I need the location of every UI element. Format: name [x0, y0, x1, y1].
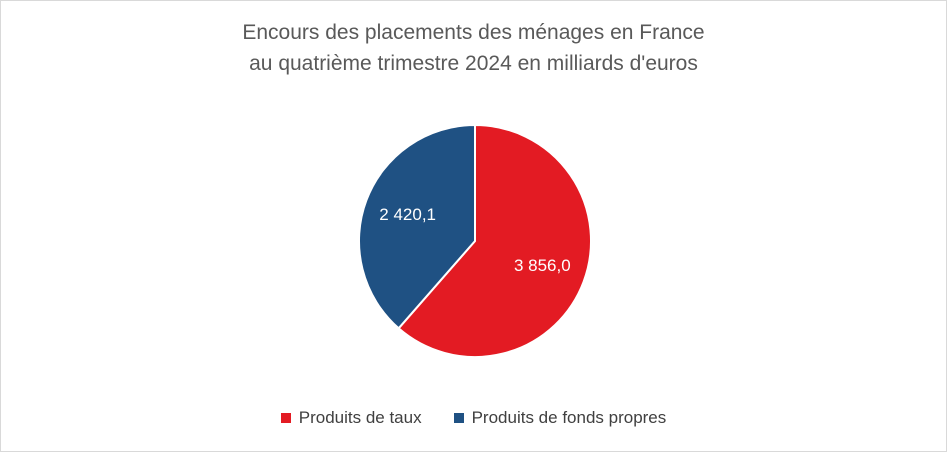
pie-slice-produits-de-fonds-propres [358, 123, 476, 330]
legend-label-produits-de-fonds-propres: Produits de fonds propres [471, 408, 667, 427]
data-label-produits-de-taux: 3 856,0 [514, 256, 571, 275]
legend-label-produits-de-taux: Produits de taux [298, 408, 422, 427]
legend-swatch-produits-de-fonds-propres [453, 413, 464, 423]
data-label-produits-de-fonds-propres: 2 420,1 [379, 205, 436, 224]
chart-title-line-1: Encours des placements des ménages en Fr… [242, 21, 705, 44]
legend: Produits de taux Produits de fonds propr… [1, 408, 946, 428]
legend-item-produits-de-fonds-propres: Produits de fonds propres [453, 408, 667, 428]
chart-title-line-2: au quatrième trimestre 2024 en milliards… [249, 52, 698, 75]
pie-slice-produits-de-taux [397, 123, 592, 358]
pie-chart: 3 856,0 2 420,1 [358, 123, 592, 358]
legend-swatch-produits-de-taux [280, 413, 291, 423]
legend-item-produits-de-taux: Produits de taux [280, 408, 422, 428]
